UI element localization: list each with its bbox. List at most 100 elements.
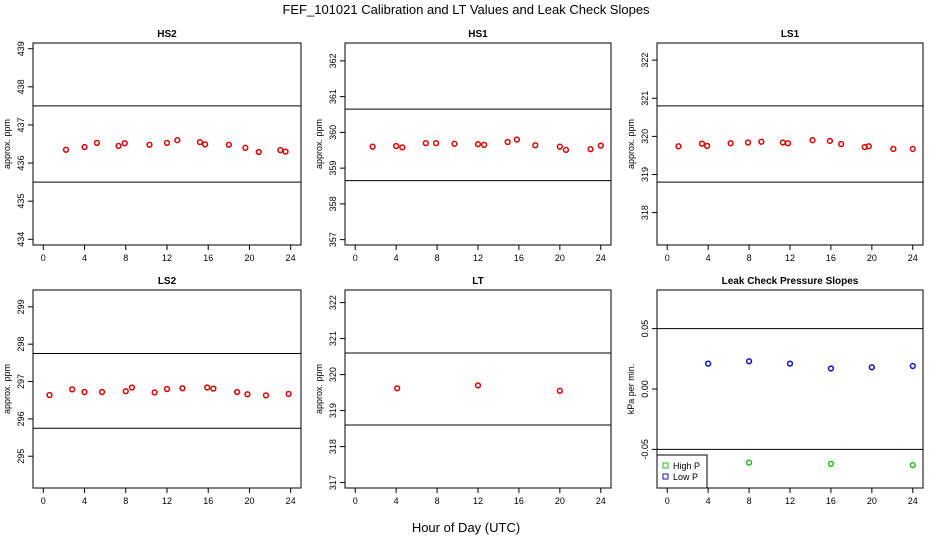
data-point — [698, 140, 706, 147]
data-point — [128, 384, 136, 391]
data-point — [394, 385, 401, 392]
data-point — [909, 145, 916, 153]
data-point — [69, 386, 76, 393]
plot-frame — [32, 42, 302, 246]
x-tick-label: 12 — [785, 496, 795, 506]
panel-1: HS2 approx. ppm 0 4 8 12 16 20 24 434 435 436 437 438… — [2, 29, 302, 263]
data-point — [422, 139, 429, 147]
y-axis-label: approx. ppm — [626, 119, 636, 169]
y-axis-label: approx. ppm — [314, 364, 324, 414]
data-point — [122, 388, 129, 395]
x-tick-label: 12 — [473, 496, 483, 506]
y-tick-label: 439 — [16, 41, 26, 56]
y-tick-label: 322 — [640, 53, 650, 68]
y-tick-label: 357 — [328, 232, 338, 247]
x-tick-label: 0 — [353, 496, 358, 506]
data-point — [277, 146, 284, 154]
x-tick-label: 0 — [665, 496, 670, 506]
y-tick-label: 319 — [640, 167, 650, 182]
x-tick-label: 16 — [826, 253, 836, 263]
data-point — [179, 385, 186, 392]
data-point — [556, 387, 563, 394]
data-point — [121, 140, 128, 147]
panel-5: LT approx. ppm 0 4 8 12 16 20 24 317 318 319 320 321 3… — [314, 276, 612, 506]
data-point — [204, 384, 211, 391]
data-point — [826, 137, 834, 145]
y-tick-label: 321 — [640, 91, 650, 106]
x-tick-label: 24 — [286, 496, 296, 506]
data-point — [758, 138, 765, 145]
data-point — [556, 143, 563, 150]
data-point — [474, 382, 482, 389]
y-tick-label: 435 — [16, 194, 26, 209]
data-point — [151, 389, 158, 396]
data-point — [474, 141, 482, 148]
x-tick-label: 24 — [908, 253, 918, 263]
data-point-low-p — [827, 365, 835, 372]
data-point — [46, 391, 53, 399]
y-tick-label: 320 — [640, 129, 650, 144]
data-point — [196, 138, 204, 146]
y-tick-label: 362 — [328, 53, 338, 68]
legend-entry: Low P — [673, 472, 698, 482]
data-point — [81, 143, 88, 151]
y-tick-label: 361 — [328, 89, 338, 104]
y-axis-label: approx. ppm — [2, 119, 12, 169]
y-tick-label: 437 — [16, 117, 26, 132]
y-tick-label: 298 — [16, 337, 26, 352]
x-tick-label: 12 — [473, 253, 483, 263]
y-axis-label: approx. ppm — [314, 119, 324, 169]
data-point — [369, 143, 376, 150]
data-point-low-p — [745, 358, 753, 365]
data-point — [779, 139, 786, 146]
x-tick-label: 20 — [555, 253, 565, 263]
panel-title: HS2 — [157, 29, 177, 40]
y-tick-label: 318 — [328, 439, 338, 454]
y-axis-label: kPa per min. — [626, 364, 636, 415]
data-point — [399, 144, 406, 151]
x-tick-label: 20 — [867, 253, 877, 263]
panel-title: LT — [472, 276, 483, 287]
y-tick-label: 318 — [640, 205, 650, 220]
y-tick-label: 321 — [328, 331, 338, 346]
data-point — [98, 388, 106, 396]
x-tick-label: 24 — [286, 253, 296, 263]
data-point — [838, 140, 845, 148]
panel-title: HS1 — [468, 29, 488, 40]
x-tick-label: 16 — [203, 496, 213, 506]
data-point-low-p — [868, 364, 875, 371]
x-tick-label: 12 — [162, 496, 172, 506]
data-point-high-p — [745, 459, 753, 466]
data-point — [504, 138, 511, 146]
figure-title: FEF_101021 Calibration and LT Values and… — [282, 2, 650, 17]
y-tick-label: 360 — [328, 125, 338, 140]
data-point — [262, 392, 270, 399]
y-tick-label: 0.00 — [640, 380, 650, 398]
data-point — [675, 143, 682, 150]
legend-marker — [662, 473, 669, 480]
x-tick-label: 4 — [706, 253, 711, 263]
data-point-low-p — [786, 360, 794, 367]
panel-title: Leak Check Pressure Slopes — [722, 276, 859, 287]
y-tick-label: 299 — [16, 299, 26, 314]
x-tick-label: 8 — [123, 496, 128, 506]
y-tick-label: 319 — [328, 403, 338, 418]
data-point — [890, 145, 897, 153]
data-point — [93, 139, 101, 147]
data-point — [174, 137, 181, 144]
data-point — [727, 140, 734, 147]
panel-title: LS2 — [158, 276, 177, 287]
y-tick-label: 436 — [16, 156, 26, 171]
x-tick-label: 16 — [203, 253, 213, 263]
data-point — [451, 140, 458, 147]
data-point — [285, 390, 292, 398]
y-tick-label: 297 — [16, 374, 26, 389]
data-point — [784, 140, 792, 147]
plot-frame — [344, 42, 612, 246]
y-tick-label: 434 — [16, 232, 26, 247]
data-point-low-p — [705, 360, 712, 367]
data-point-high-p — [909, 461, 916, 469]
y-tick-label: -0.05 — [640, 439, 650, 460]
